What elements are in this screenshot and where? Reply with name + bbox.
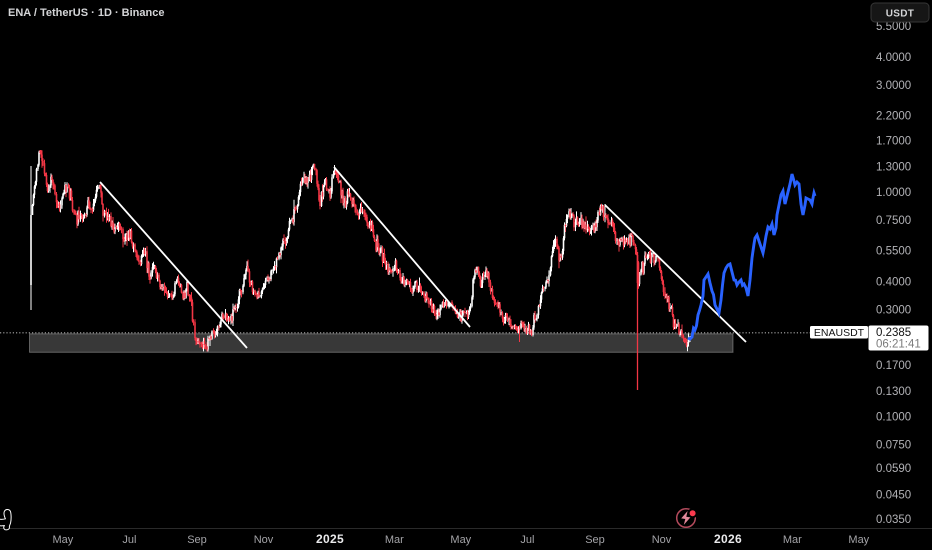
svg-text:0.4000: 0.4000 <box>876 277 911 289</box>
svg-text:0.0450: 0.0450 <box>876 490 911 502</box>
svg-text:Sep: Sep <box>585 534 605 546</box>
svg-text:May: May <box>848 534 869 546</box>
svg-text:0.0750: 0.0750 <box>876 440 911 452</box>
svg-text:May: May <box>450 534 471 546</box>
svg-text:Jul: Jul <box>520 534 534 546</box>
svg-text:0.2385: 0.2385 <box>876 327 911 339</box>
svg-text:Mar: Mar <box>783 534 802 546</box>
svg-text:2026: 2026 <box>714 532 742 546</box>
svg-text:4.0000: 4.0000 <box>876 52 911 64</box>
svg-text:0.1300: 0.1300 <box>876 386 911 398</box>
svg-text:0.0590: 0.0590 <box>876 463 911 475</box>
svg-text:2.2000: 2.2000 <box>876 110 911 122</box>
svg-text:0.5500: 0.5500 <box>876 246 911 258</box>
svg-text:USDT: USDT <box>886 9 914 20</box>
svg-text:0.3000: 0.3000 <box>876 305 911 317</box>
svg-text:0.0350: 0.0350 <box>876 514 911 526</box>
svg-text:ENAUSDT: ENAUSDT <box>814 327 865 339</box>
svg-text:0.7500: 0.7500 <box>876 215 911 227</box>
svg-text:Nov: Nov <box>254 534 274 546</box>
svg-text:5.5000: 5.5000 <box>876 21 911 33</box>
svg-text:Mar: Mar <box>385 534 404 546</box>
svg-text:06:21:41: 06:21:41 <box>876 339 921 351</box>
svg-text:0.1000: 0.1000 <box>876 412 911 424</box>
svg-text:1.3000: 1.3000 <box>876 162 911 174</box>
svg-text:Jul: Jul <box>122 534 136 546</box>
svg-text:2025: 2025 <box>316 532 344 546</box>
svg-text:May: May <box>53 534 74 546</box>
svg-text:1.0000: 1.0000 <box>876 187 911 199</box>
svg-text:0.1700: 0.1700 <box>876 360 911 372</box>
svg-text:Nov: Nov <box>652 534 672 546</box>
svg-text:3.0000: 3.0000 <box>876 80 911 92</box>
svg-text:ENA / TetherUS · 1D · Binance: ENA / TetherUS · 1D · Binance <box>8 7 164 19</box>
svg-text:1.7000: 1.7000 <box>876 136 911 148</box>
svg-text:Sep: Sep <box>187 534 207 546</box>
